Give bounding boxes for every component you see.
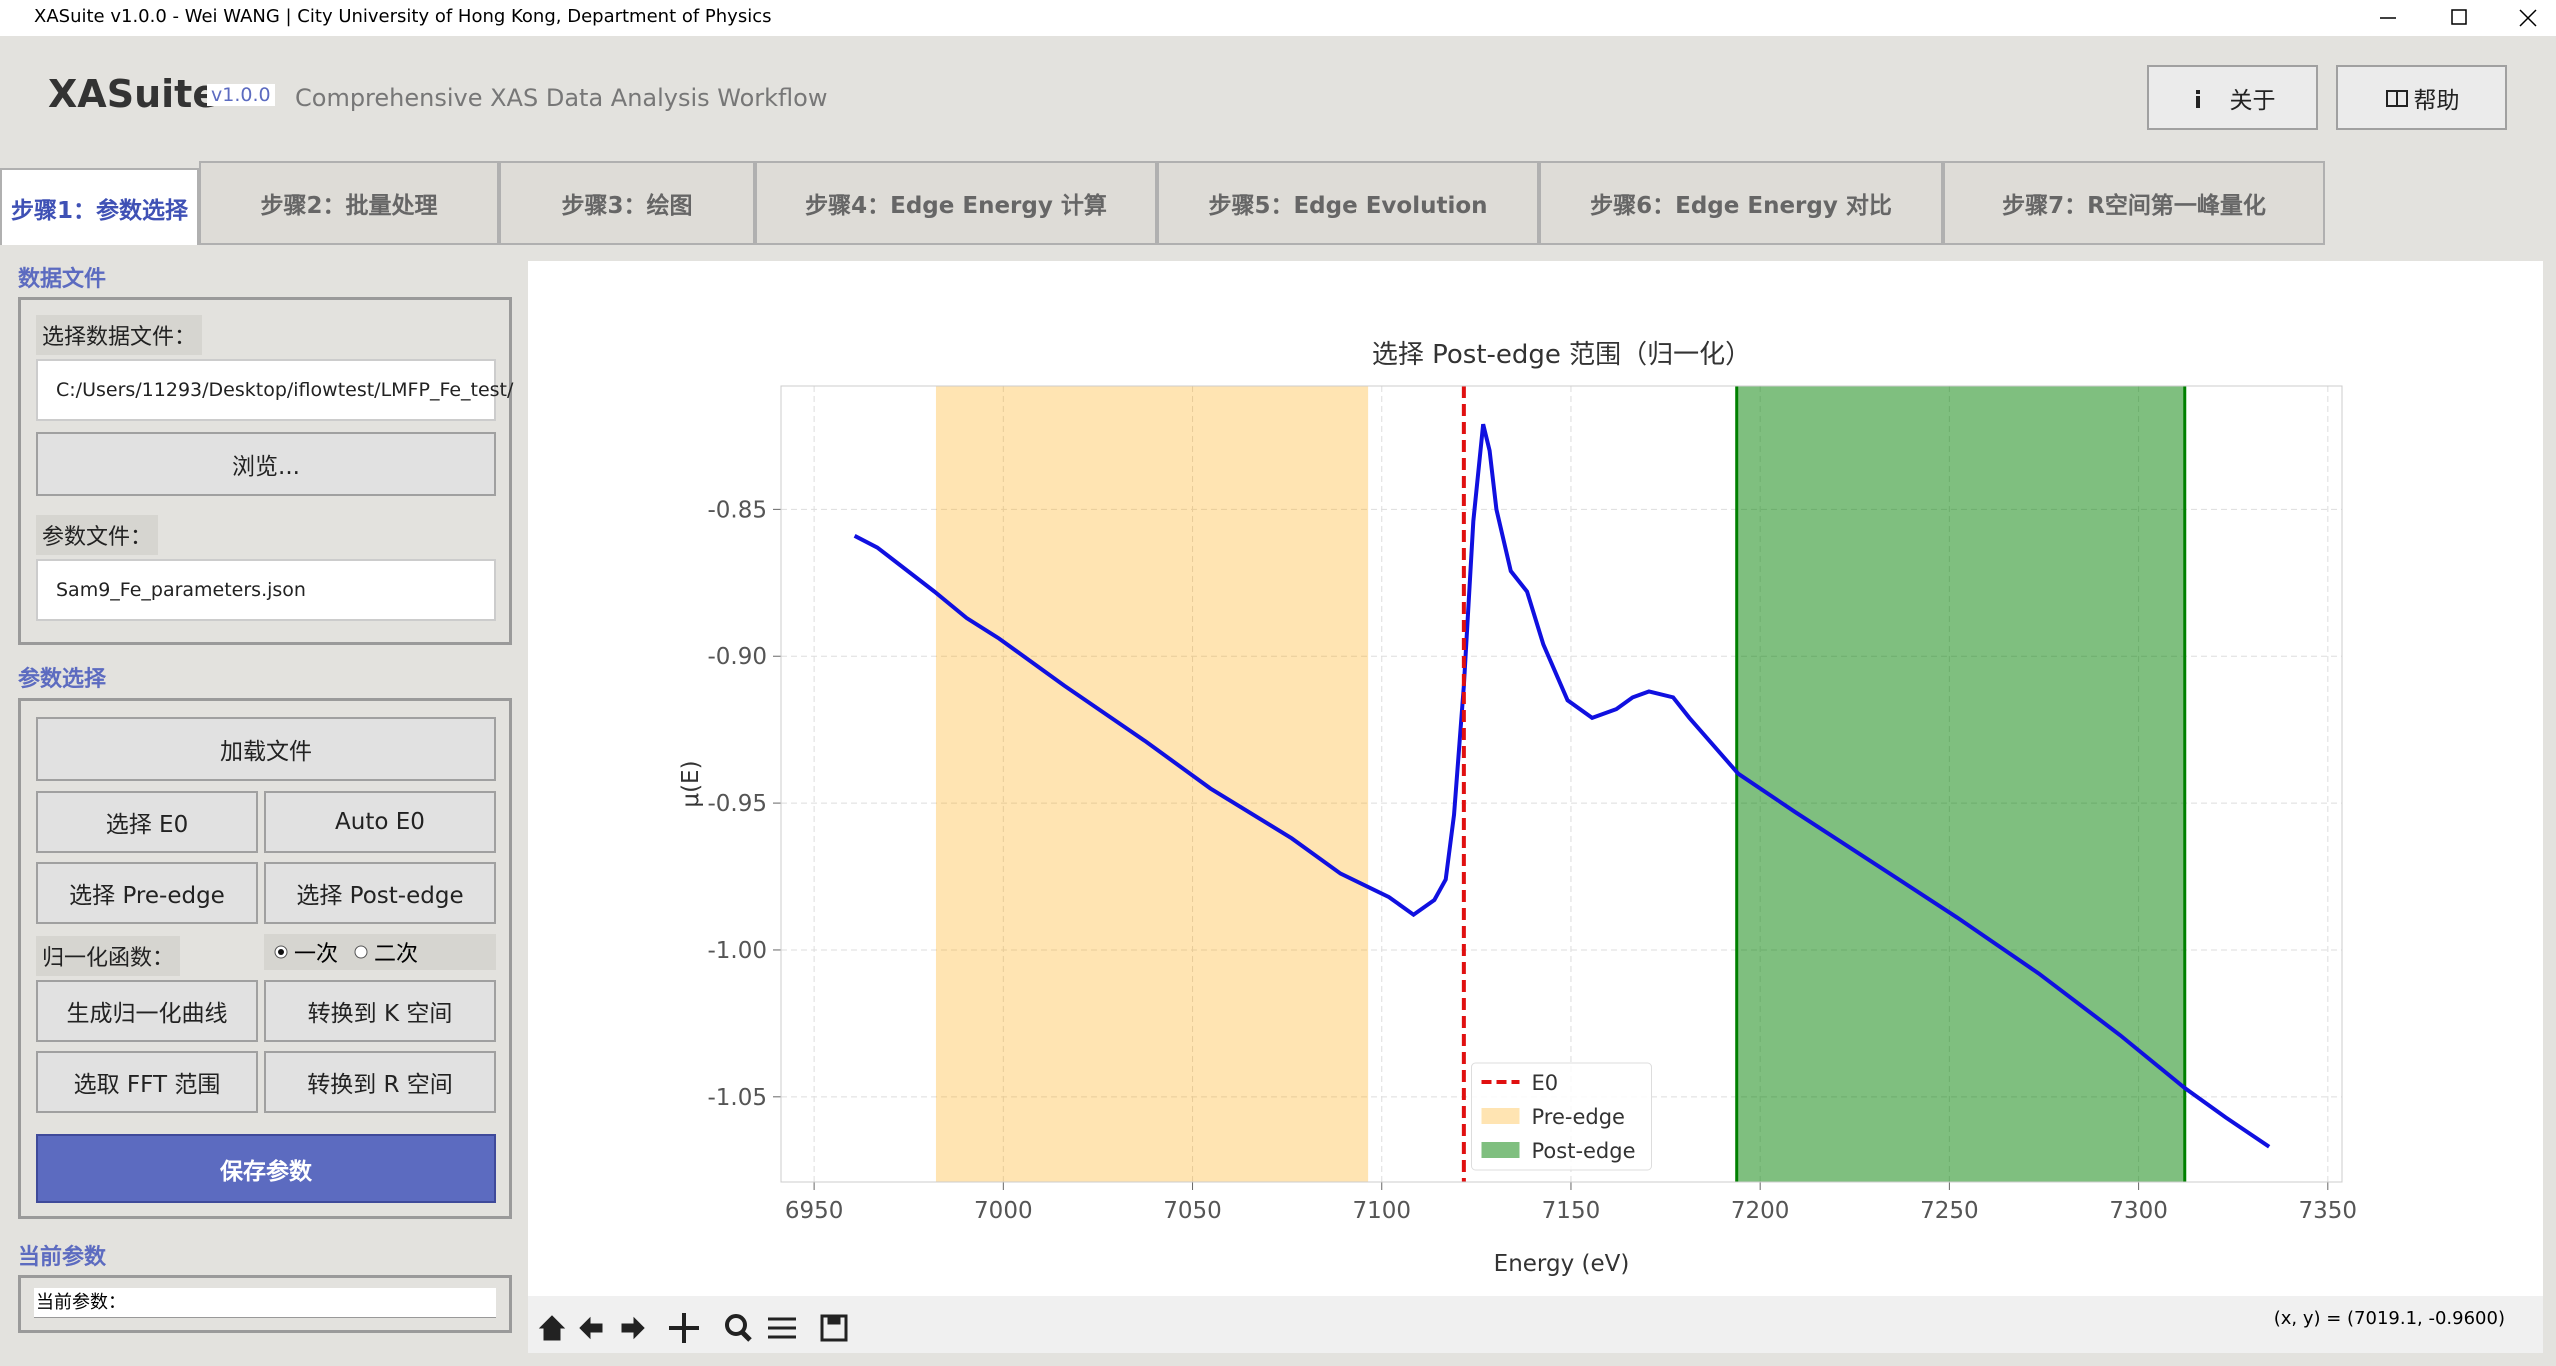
app-name: XASuite <box>48 72 219 116</box>
y-tick-label: -0.95 <box>707 791 767 817</box>
data-path-entry[interactable]: C:/Users/11293/Desktop/iflowtest/LMFP_Fe… <box>36 359 513 421</box>
title-bar: XASuite v1.0.0 - Wei WANG | City Univers… <box>0 0 2556 36</box>
current-box <box>18 1275 512 1333</box>
about-button[interactable]: 关于 <box>2147 65 2318 130</box>
subtitle: Comprehensive XAS Data Analysis Workflow <box>295 84 828 112</box>
tab[interactable]: 步骤4：Edge Energy 计算 <box>755 161 1157 245</box>
tab[interactable]: 步骤2：批量处理 <box>199 161 499 245</box>
load-button[interactable]: 加载文件 <box>36 717 496 781</box>
browse-button[interactable]: 浏览... <box>36 432 496 496</box>
x-tick-label: 6950 <box>785 1198 844 1224</box>
pre-edge-button[interactable]: 选择 Pre-edge <box>36 862 258 924</box>
x-axis-label: Energy (eV) <box>1494 1251 1630 1277</box>
legend-label: Post-edge <box>1532 1139 1636 1163</box>
help-label: 帮助 <box>2413 87 2460 114</box>
legend-swatch <box>1481 1142 1520 1158</box>
legend-swatch <box>1481 1108 1520 1124</box>
window-title: XASuite v1.0.0 - Wei WANG | City Univers… <box>34 6 772 27</box>
norm-radio-group: 一次 二次 <box>264 934 496 970</box>
help-button[interactable]: 帮助 <box>2336 65 2507 130</box>
x-tick-label: 7200 <box>1731 1198 1790 1224</box>
section-title: 当前参数 <box>18 1245 107 1270</box>
gen-norm-button[interactable]: 生成归一化曲线 <box>36 980 258 1042</box>
window-controls[interactable] <box>2360 0 2556 36</box>
tab[interactable]: 步骤5：Edge Evolution <box>1157 161 1539 245</box>
param-path-entry[interactable]: Sam9_Fe_parameters.json <box>36 559 496 621</box>
to-k-button[interactable]: 转换到 K 空间 <box>264 980 496 1042</box>
home-icon[interactable] <box>538 1315 566 1341</box>
radio[interactable] <box>354 945 368 959</box>
current-params-text: 当前参数： <box>34 1288 496 1318</box>
y-tick-label: -0.90 <box>707 644 767 670</box>
forward-icon[interactable] <box>621 1316 645 1340</box>
label: 选择数据文件： <box>36 315 203 355</box>
radio-selected[interactable] <box>274 945 288 959</box>
fft-button[interactable]: 选取 FFT 范围 <box>36 1051 258 1113</box>
chart-title: 选择 Post-edge 范围（归一化） <box>1372 340 1751 370</box>
to-r-button[interactable]: 转换到 R 空间 <box>264 1051 496 1113</box>
zoom-icon[interactable] <box>725 1314 747 1336</box>
info-icon <box>2195 89 2200 108</box>
tab[interactable]: 步骤1：参数选择 <box>0 168 199 245</box>
section-title: 数据文件 <box>18 267 107 292</box>
x-tick-label: 7050 <box>1163 1198 1222 1224</box>
version: v1.0.0 <box>207 84 275 106</box>
radio-label[interactable]: 二次 <box>374 942 419 967</box>
x-tick-label: 7250 <box>1920 1198 1979 1224</box>
x-tick-label: 7300 <box>2109 1198 2168 1224</box>
label: 参数文件： <box>36 515 159 555</box>
book-icon <box>2385 89 2408 107</box>
select-e0-button[interactable]: 选择 E0 <box>36 791 258 853</box>
y-tick-label: -1.05 <box>707 1085 767 1111</box>
save-button[interactable]: 保存参数 <box>36 1134 496 1203</box>
pan-icon[interactable] <box>669 1313 699 1343</box>
auto-e0-button[interactable]: Auto E0 <box>264 791 496 853</box>
tab[interactable]: 步骤3：绘图 <box>499 161 755 245</box>
params-box <box>18 698 512 1219</box>
chart-panel: (x, y) = (7019.1, -0.9600) 选择 Post-edge … <box>528 261 2543 1353</box>
section-title: 参数选择 <box>18 667 107 692</box>
back-icon[interactable] <box>579 1316 603 1340</box>
radio-label[interactable]: 一次 <box>294 942 339 967</box>
x-tick-label: 7150 <box>1542 1198 1601 1224</box>
x-tick-label: 7350 <box>2299 1198 2358 1224</box>
x-tick-label: 7100 <box>1352 1198 1411 1224</box>
tab[interactable]: 步骤6：Edge Energy 对比 <box>1539 161 1943 245</box>
data-line <box>853 423 2271 1149</box>
post-edge-button[interactable]: 选择 Post-edge <box>264 862 496 924</box>
data-files-box <box>18 297 512 645</box>
toolbar <box>528 1296 2543 1353</box>
y-tick-label: -0.85 <box>707 497 767 523</box>
about-label: 关于 <box>2229 87 2276 114</box>
legend-label: Pre-edge <box>1532 1105 1625 1129</box>
x-tick-label: 7000 <box>974 1198 1033 1224</box>
legend-label: E0 <box>1532 1071 1559 1095</box>
cursor-status: (x, y) = (7019.1, -0.9600) <box>2274 1308 2505 1329</box>
label: 归一化函数： <box>36 936 181 976</box>
post-edge-span <box>1736 386 2185 1182</box>
axes-frame <box>780 385 2343 1183</box>
y-axis-label: μ(E) <box>678 760 704 807</box>
y-tick-label: -1.00 <box>707 938 767 964</box>
config-icon[interactable] <box>768 1317 796 1339</box>
toolbar-icons[interactable] <box>538 1313 848 1343</box>
tab[interactable]: 步骤7：R空间第一峰量化 <box>1943 161 2325 245</box>
pre-edge-span <box>935 386 1369 1182</box>
